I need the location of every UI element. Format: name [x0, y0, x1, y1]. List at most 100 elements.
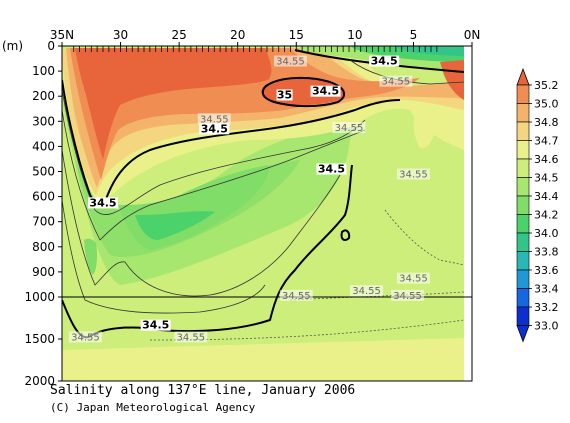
colorbar-arrow-bottom: [516, 325, 530, 343]
y-tick-label: 900: [32, 265, 55, 279]
contour-label: 34.55: [200, 114, 229, 125]
contour-label: 34.5: [312, 85, 339, 98]
colorbar-swatch: [516, 140, 530, 160]
contour-thin-c: [62, 149, 341, 297]
contour-label-bg: [273, 55, 307, 67]
contour-label-bg: [199, 123, 230, 135]
contour-label-bg: [396, 168, 430, 180]
colorbar: 35.2 35.0 34.8 34.7 34.6 34.5 34.4 34.2 34.0 33.8…: [516, 67, 559, 343]
contour-label-bg: [140, 319, 171, 331]
contour-label: 34.55: [382, 77, 411, 88]
contour-label: 34.5: [318, 163, 345, 176]
y-tick-label: 500: [32, 165, 55, 179]
colorbar-label: 34.6: [534, 153, 559, 166]
contour-label: 34.5: [201, 122, 228, 135]
contour-label-bg: [332, 122, 366, 134]
station-ticks: [73, 46, 438, 52]
contour-thin-b: [62, 109, 366, 241]
contour-label-bg: [391, 289, 425, 301]
colorbar-swatch: [516, 269, 530, 289]
contour-label: 34.55: [276, 57, 305, 68]
colorbar-label: 34.2: [534, 209, 559, 222]
contour-label-bg: [68, 331, 102, 343]
contour-label-bg: [316, 163, 347, 175]
colorbar-swatch: [516, 103, 530, 123]
colorbar-label: 33.2: [534, 301, 559, 314]
colorbar-swatch: [516, 214, 530, 234]
band-35-2-west: [75, 48, 272, 160]
x-tick-label: 15: [289, 28, 304, 42]
y-tick-label: 1500: [24, 332, 55, 346]
contour-label-bg: [174, 331, 208, 343]
x-tick-label: 25: [172, 28, 187, 42]
contour-label-bg: [396, 272, 430, 284]
colorbar-arrow-top: [516, 67, 530, 86]
y-tick-label: 700: [32, 215, 55, 229]
colorbar-label: 34.8: [534, 116, 559, 129]
x-tick-label: 30: [113, 28, 128, 42]
y-tick-label: 100: [32, 64, 55, 78]
colorbar-swatch: [516, 158, 530, 178]
x-axis-ticks: 35N 30 25 20 15 10 5 0N: [50, 28, 480, 46]
band-33-8-surface: [395, 46, 464, 56]
colorbar-label: 35.2: [534, 79, 559, 92]
contour-35-ring: [261, 76, 346, 108]
contour-dotted-c: [384, 209, 464, 266]
colorbar-swatch: [516, 232, 530, 252]
colorbar-label: 34.0: [534, 227, 559, 240]
colorbar-swatch: [516, 121, 530, 141]
contour-label: 34.55: [177, 332, 206, 343]
contour-label: 34.55: [71, 332, 100, 343]
contour-label-bg: [369, 55, 400, 67]
contour-label-bg: [276, 89, 293, 101]
colorbar-swatch: [516, 84, 530, 104]
band-34-6-east: [413, 109, 436, 149]
x-tick-label: 35N: [50, 28, 74, 42]
colorbar-label: 33.6: [534, 264, 559, 277]
contour-label: 35: [277, 88, 292, 101]
colorbar-swatch: [516, 306, 530, 326]
chart-credit: (C) Japan Meteorological Agency: [50, 401, 256, 414]
contour-label-bg: [279, 289, 313, 301]
contour-34-5-surface: [294, 49, 464, 73]
contour-label-bg: [310, 85, 341, 97]
y-tick-label: 800: [32, 240, 55, 254]
colorbar-label: 33.4: [534, 283, 559, 296]
contour-thin-d: [62, 199, 266, 314]
contour-34-5-small: [340, 229, 351, 241]
colorbar-label: 34.7: [534, 135, 559, 148]
contour-label-bg: [350, 285, 384, 297]
x-tick-label: 0N: [464, 28, 481, 42]
contour-label-bg: [197, 113, 231, 125]
colorbar-label: 34.5: [534, 172, 559, 185]
y-axis-ticks: 0 100 200 300 400 500 600 700 800 900 1000 1500 2000: [24, 39, 62, 388]
y-tick-label: 0: [47, 39, 55, 53]
contour-label: 34.55: [282, 291, 311, 302]
deep-band-34-6: [62, 338, 464, 381]
contour-dotted-a: [149, 319, 464, 341]
contour-label: 34.5: [142, 319, 169, 332]
x-tick-label: 5: [410, 28, 418, 42]
y-tick-label: 300: [32, 114, 55, 128]
y-tick-label: 2000: [24, 374, 55, 388]
x-tick-label: 10: [347, 28, 362, 42]
y-tick-label: 600: [32, 190, 55, 204]
band-34-2-left: [84, 238, 97, 275]
colorbar-swatch: [516, 195, 530, 215]
colorbar-label: 34.4: [534, 190, 559, 203]
contour-label: 34.55: [335, 123, 364, 134]
contour-label: 34.55: [399, 274, 428, 285]
contour-34-5-main: [62, 79, 401, 208]
y-tick-label: 200: [32, 89, 55, 103]
contour-label: 34.55: [352, 286, 381, 297]
contour-label: 34.55: [393, 291, 422, 302]
y-tick-label: 400: [32, 139, 55, 153]
colorbar-swatch: [516, 288, 530, 308]
contour-label: 34.55: [399, 170, 428, 181]
chart-title: Salinity along 137°E line, January 2006: [50, 383, 356, 398]
x-tick-label: 20: [230, 28, 245, 42]
contour-label-bg: [379, 75, 413, 87]
colorbar-swatch: [516, 177, 530, 197]
